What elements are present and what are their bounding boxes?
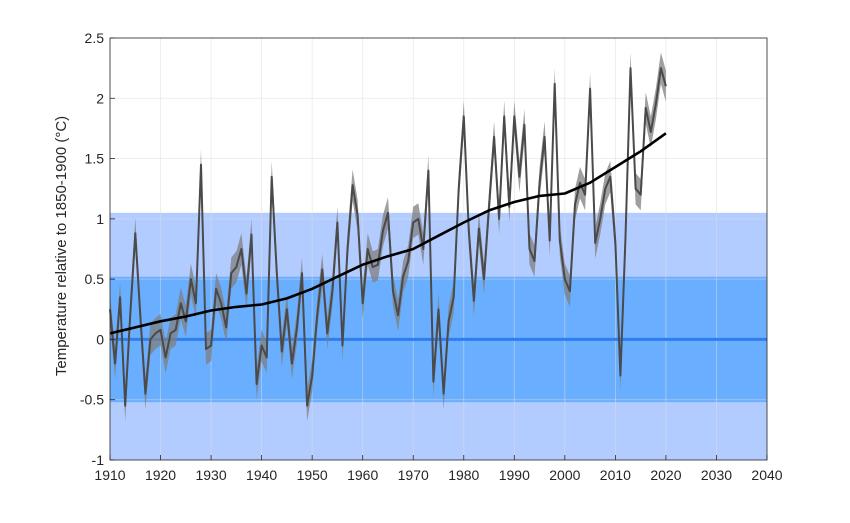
x-tick-label-1990: 1990 [499,467,530,483]
x-tick-label-2040: 2040 [751,467,782,483]
x-tick-label-1930: 1930 [195,467,226,483]
y-tick-label-0: 0 [96,331,104,347]
x-tick-label-2020: 2020 [650,467,681,483]
x-tick-label-1940: 1940 [246,467,277,483]
x-tick-label-2030: 2030 [701,467,732,483]
x-tick-label-1980: 1980 [448,467,479,483]
axes-box [109,37,768,461]
y-axis-label: Temperature relative to 1850-1900 (°C) [53,116,70,376]
y-tick-label-0_5: 0.5 [85,271,105,287]
axes [109,37,768,461]
x-tick-label-1920: 1920 [145,467,176,483]
trend-line [109,132,667,335]
y-tick-label-2: 2 [96,90,104,106]
annual-line [109,67,667,407]
x-tick-label-1960: 1960 [347,467,378,483]
x-tick-label-1970: 1970 [398,467,429,483]
x-tick-label-1950: 1950 [297,467,328,483]
trend-series [109,132,667,335]
annual-series [109,67,667,407]
y-tick-label-m0_5: -0.5 [80,392,104,408]
y-tick-label-2_5: 2.5 [85,30,105,46]
y-tick-label-1_5: 1.5 [85,151,105,167]
y-tick-label-1: 1 [96,211,104,227]
y-tick-label-m1: -1 [92,452,105,468]
x-tick-label-2000: 2000 [549,467,580,483]
x-tick-label-1910: 1910 [94,467,125,483]
x-tick-labels: 1910 1920 1930 1940 1950 1960 1970 1980 1990 2000… [94,467,782,483]
y-tick-labels: -1 -0.5 0 0.5 1 1.5 2 2.5 [80,30,104,468]
x-tick-label-2010: 2010 [600,467,631,483]
